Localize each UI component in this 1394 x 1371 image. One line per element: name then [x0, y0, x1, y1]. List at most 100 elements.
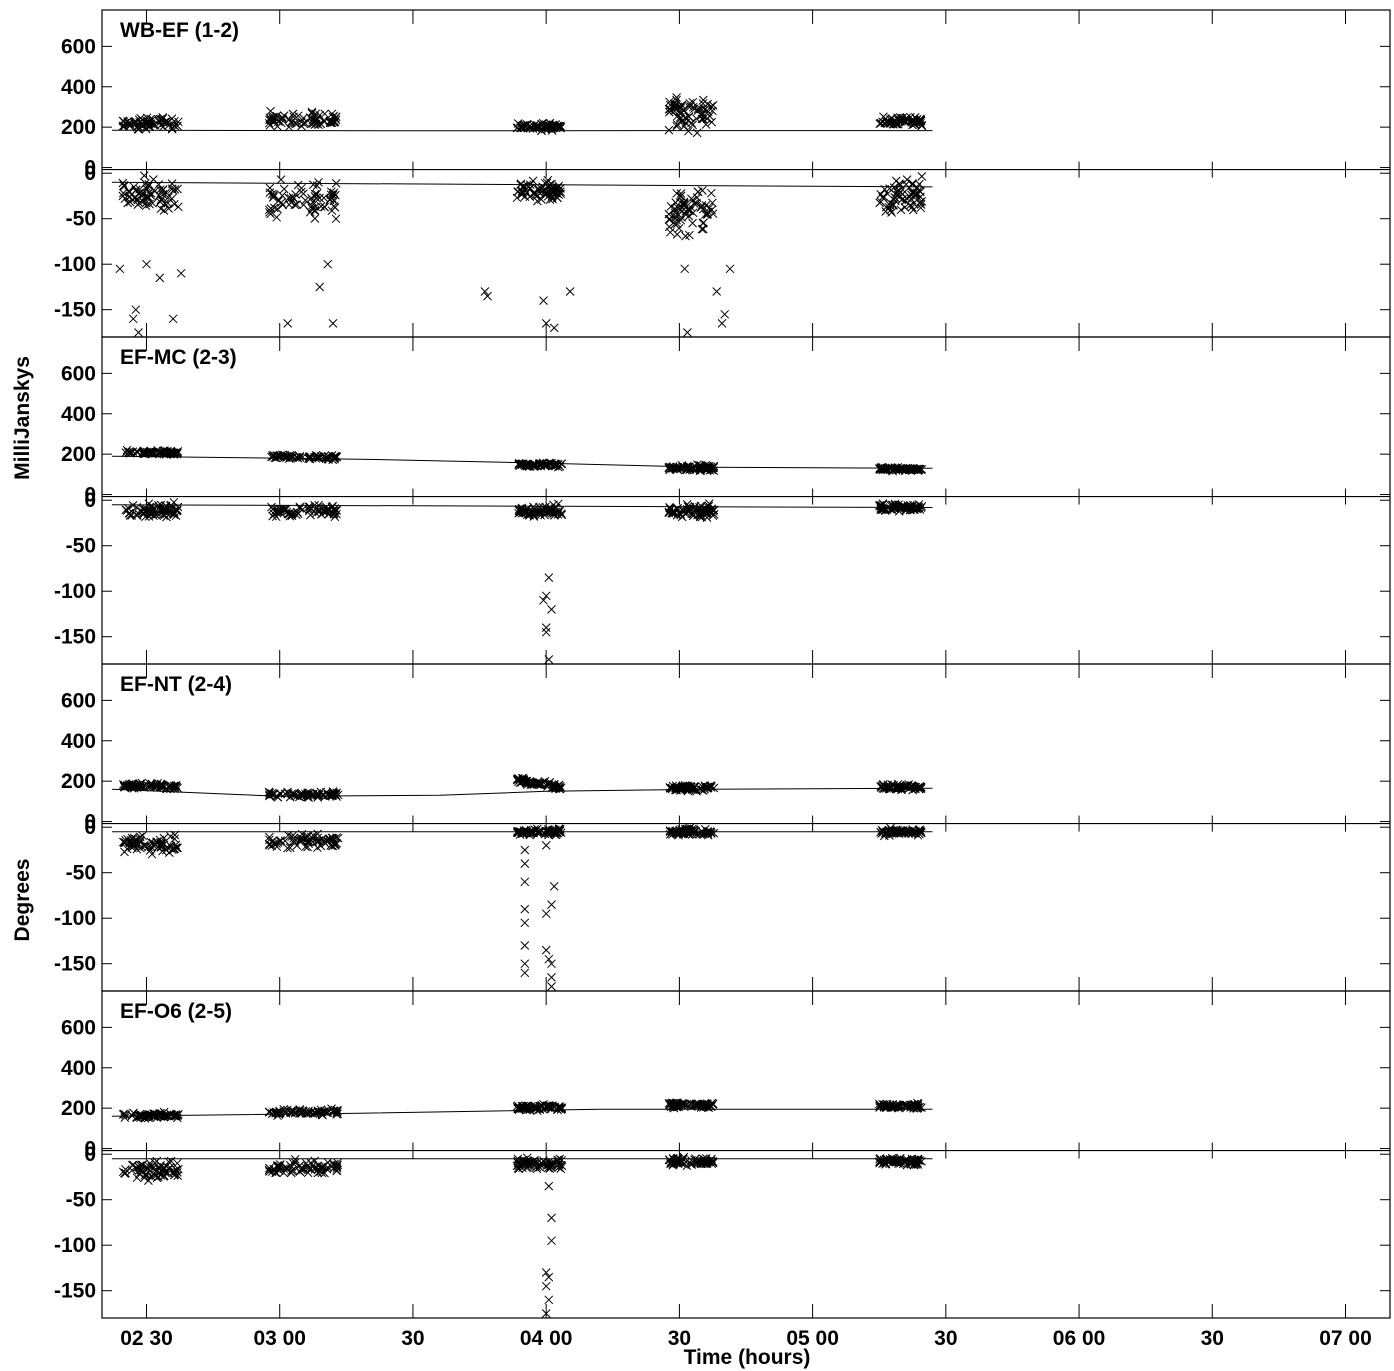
- panel-3: 0 200 400 600 0 -50 -100 -150 EF-NT (2-4): [54, 663, 1391, 992]
- amplitude-point: [132, 447, 142, 457]
- amplitude-point: [552, 782, 562, 791]
- phase-point: [293, 509, 303, 519]
- phase-point: [313, 1168, 323, 1178]
- phase-point: [127, 841, 137, 851]
- phase-point: [297, 187, 306, 197]
- amplitude-point: [304, 452, 314, 461]
- phase-point: [170, 834, 179, 844]
- amplitude-point: [321, 453, 330, 463]
- phase-point: [709, 828, 719, 838]
- phase-point: [698, 186, 707, 195]
- phase-point: [898, 503, 908, 513]
- phase-point: [279, 184, 289, 194]
- amplitude-model-line: [111, 1108, 933, 1117]
- phase-point: [665, 227, 675, 237]
- phase-point: [306, 1164, 315, 1174]
- phase-point: [549, 187, 558, 197]
- phase-point: [891, 502, 901, 511]
- amplitude-point: [684, 463, 694, 472]
- amplitude-point: [521, 776, 531, 786]
- phase-outlier: [315, 282, 325, 292]
- phase-point: [912, 504, 922, 514]
- phase-point: [148, 838, 158, 848]
- phase-point: [676, 191, 686, 201]
- phase-model-line: [111, 181, 933, 188]
- phase-point: [876, 197, 886, 207]
- phase-point: [902, 175, 912, 184]
- phase-point: [123, 503, 133, 513]
- amplitude-point: [884, 117, 894, 127]
- amplitude-point: [146, 781, 156, 791]
- amplitude-point: [551, 120, 561, 129]
- amplitude-point: [674, 1100, 683, 1110]
- phase-point: [676, 510, 685, 520]
- phase-point: [170, 185, 180, 194]
- data-points: [118, 1098, 926, 1318]
- phase-point: [118, 178, 128, 188]
- phase-outlier: [283, 319, 293, 328]
- phase-point: [324, 834, 334, 844]
- amplitude-point: [540, 122, 550, 131]
- phase-point: [678, 203, 687, 213]
- phase-point: [542, 507, 552, 516]
- phase-outlier: [544, 1295, 554, 1305]
- phase-point: [120, 847, 129, 857]
- amplitude-point: [916, 783, 925, 792]
- phase-outlier: [155, 273, 165, 283]
- amplitude-point: [295, 453, 305, 462]
- phase-point: [313, 833, 323, 843]
- phase-point: [708, 198, 717, 208]
- amplitude-point: [292, 453, 301, 462]
- phase-outlier: [544, 1181, 554, 1191]
- amplitude-point: [679, 105, 689, 115]
- phase-point: [296, 833, 306, 843]
- phase-outlier: [520, 904, 530, 914]
- phase-point: [308, 197, 318, 207]
- amplitude-point: [159, 1112, 169, 1122]
- phase-point: [331, 190, 340, 200]
- phase-point: [144, 1176, 153, 1185]
- x-tick-label: 30: [934, 1327, 957, 1350]
- phase-outlier: [541, 591, 551, 601]
- amplitude-point: [537, 1101, 547, 1111]
- y-tick-label: 0: [84, 1143, 96, 1166]
- phase-point: [278, 504, 287, 514]
- phase-point: [299, 834, 308, 844]
- x-tick-label: 07 00: [1319, 1327, 1372, 1350]
- data-points: [115, 93, 927, 337]
- amplitude-point: [288, 109, 298, 119]
- amplitude-point: [535, 779, 545, 788]
- phase-outlier: [142, 259, 151, 269]
- phase-outlier: [541, 841, 551, 850]
- amplitude-point: [299, 790, 308, 800]
- phase-point: [169, 509, 179, 519]
- panel-1: 0 200 400 600 0 -50 -100 -150 WB-EF (1-2): [54, 9, 1391, 338]
- phase-point: [673, 203, 683, 213]
- phase-point: [139, 505, 149, 515]
- panel-title: EF-O6 (2-5): [120, 1000, 232, 1023]
- phase-point: [316, 510, 326, 519]
- phase-point: [697, 512, 707, 522]
- phase-point: [127, 843, 137, 852]
- amplitude-point: [701, 104, 710, 114]
- phase-point: [672, 188, 682, 198]
- amplitude-point: [512, 1102, 522, 1112]
- y-tick-label: -150: [54, 299, 96, 322]
- amplitude-point: [286, 117, 296, 127]
- phase-point: [308, 180, 318, 189]
- phase-point: [313, 1161, 323, 1171]
- amplitude-point: [284, 122, 294, 132]
- phase-point: [668, 508, 678, 518]
- phase-point: [152, 1173, 162, 1183]
- x-tick-label: 30: [668, 1327, 691, 1350]
- phase-point: [908, 189, 918, 198]
- phase-point: [264, 205, 274, 215]
- amplitude-point: [329, 453, 339, 463]
- amplitude-point: [145, 447, 155, 457]
- phase-outlier: [539, 595, 548, 605]
- phase-point: [524, 508, 534, 518]
- phase-point: [687, 1160, 697, 1169]
- amplitude-point: [278, 450, 287, 460]
- phase-outlier: [549, 882, 559, 891]
